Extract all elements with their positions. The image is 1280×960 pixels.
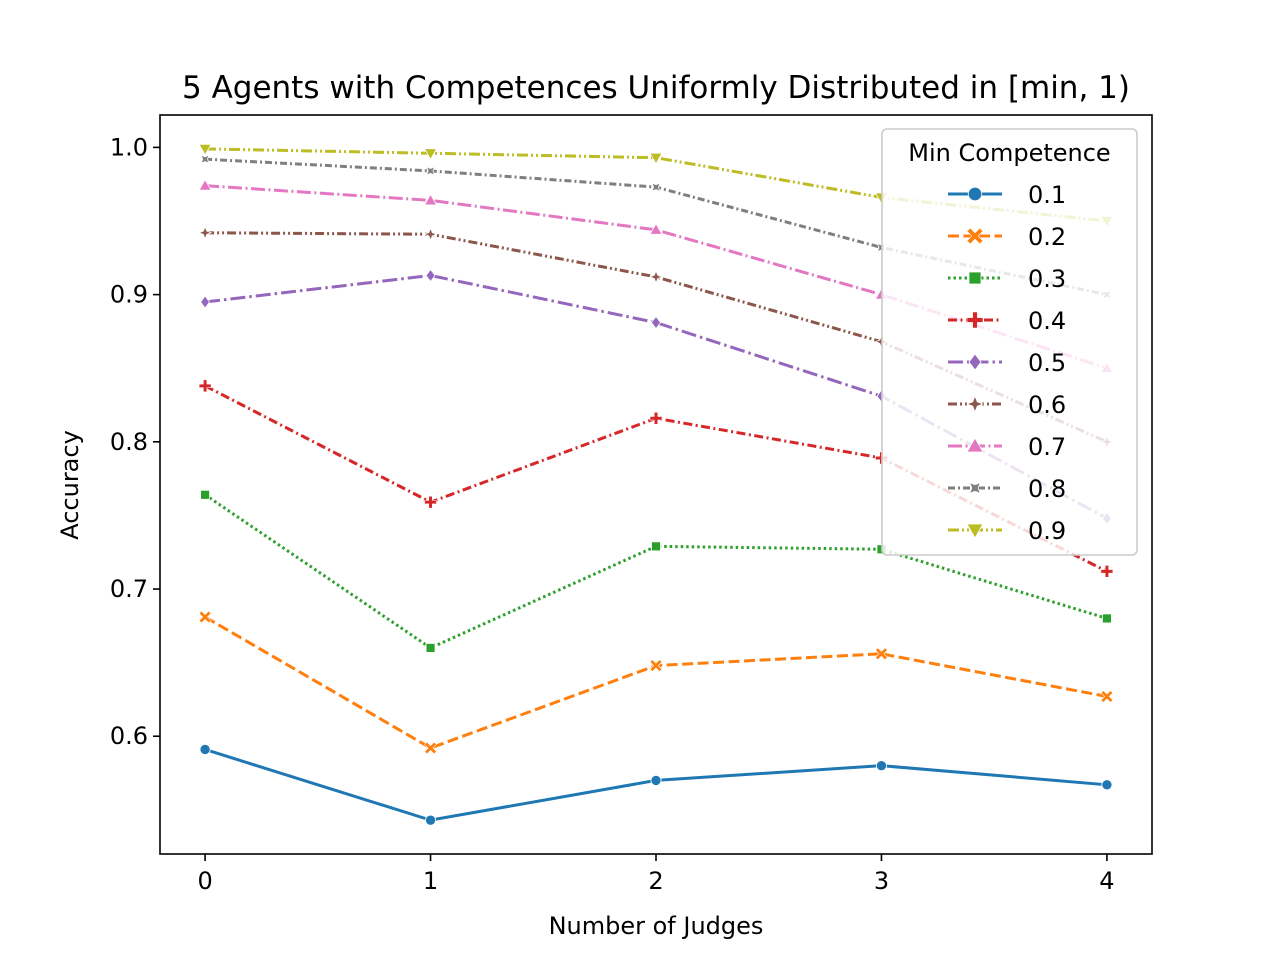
data-point-0.3-2 — [651, 541, 661, 552]
series-0.2 — [198, 610, 1114, 755]
x-tick-label-0: 0 — [197, 867, 212, 895]
data-point-0.6-0 — [197, 225, 213, 240]
data-point-0.5-2 — [651, 315, 661, 330]
y-tick-label-1: 0.7 — [110, 575, 148, 603]
legend-marker-0.9 — [966, 523, 984, 539]
legend-label-0.5: 0.5 — [1028, 349, 1066, 377]
data-point-0.1-1 — [425, 814, 437, 826]
series-line-0.9 — [205, 147, 1108, 223]
data-point-0.5-0 — [200, 295, 211, 309]
data-point-0.4-4 — [1100, 565, 1114, 578]
data-point-0.6-2 — [648, 269, 664, 285]
legend-marker-0.7 — [966, 437, 984, 453]
legend-entry-0.7: 0.7 — [948, 433, 1066, 461]
axes-layer: 0 1 2 3 4 0.6 0.7 0.8 0.9 1.0 — [110, 114, 1153, 895]
data-point-0.1-2 — [650, 774, 662, 786]
legend-entry-0.5: 0.5 — [948, 349, 1066, 377]
legend-box — [881, 128, 1138, 556]
y-tick-label-4: 1.0 — [110, 133, 148, 161]
legend-entry-0.3: 0.3 — [948, 265, 1066, 293]
data-point-0.3-4 — [1102, 613, 1112, 624]
legend-entry-0.6: 0.6 — [948, 391, 1066, 419]
legend-label-0.4: 0.4 — [1028, 307, 1066, 335]
chart-title: 5 Agents with Competences Uniformly Dist… — [182, 70, 1130, 106]
data-point-0.8-0 — [200, 154, 211, 165]
data-point-0.9-1 — [423, 148, 438, 161]
legend-marker-0.5 — [968, 353, 982, 371]
y-axis-label: Accuracy — [56, 430, 84, 540]
data-point-0.1-3 — [875, 760, 887, 772]
series-line-0.3 — [204, 493, 1108, 650]
legend: Min Competence 0.1 0.2 0.3 0.4 0.5 0.6 0.7 0.8 0.… — [881, 128, 1138, 556]
data-point-0.2-3 — [875, 647, 888, 661]
legend-marker-0.1 — [967, 186, 983, 202]
legend-marker-0.2 — [966, 227, 984, 245]
legend-marker-0.6 — [965, 394, 985, 414]
data-point-0.7-0 — [198, 178, 212, 191]
legend-entry-0.9: 0.9 — [948, 517, 1066, 545]
data-point-0.1-0 — [199, 743, 211, 755]
legend-label-0.3: 0.3 — [1028, 265, 1066, 293]
data-point-0.2-0 — [198, 610, 212, 624]
legend-label-0.8: 0.8 — [1028, 475, 1066, 503]
data-point-0.9-0 — [198, 143, 212, 156]
data-point-0.7-2 — [649, 223, 663, 235]
legend-marker-0.3 — [968, 271, 982, 285]
data-point-0.3-1 — [425, 643, 436, 653]
data-point-0.2-2 — [649, 659, 663, 672]
x-tick-label-1: 1 — [423, 867, 438, 895]
legend-entry-0.4: 0.4 — [948, 307, 1066, 335]
legend-label-0.6: 0.6 — [1028, 391, 1066, 419]
data-point-0.8-2 — [650, 182, 662, 193]
x-tick-label-3: 3 — [874, 867, 889, 895]
data-point-0.3-0 — [200, 489, 210, 500]
data-point-0.1-4 — [1101, 779, 1113, 791]
legend-label-0.1: 0.1 — [1028, 181, 1066, 209]
series-0.1 — [199, 743, 1113, 826]
x-tick-label-4: 4 — [1099, 867, 1114, 895]
legend-entry-0.2: 0.2 — [948, 223, 1066, 251]
y-tick-label-0: 0.6 — [110, 722, 148, 750]
x-axis-label: Number of Judges — [549, 912, 764, 940]
data-point-0.2-4 — [1100, 690, 1114, 703]
legend-entry-0.1: 0.1 — [948, 181, 1066, 209]
data-point-0.7-1 — [423, 193, 438, 206]
x-tick-label-2: 2 — [648, 867, 663, 895]
data-point-0.4-0 — [198, 379, 212, 393]
legend-entry-0.8: 0.8 — [948, 475, 1066, 503]
data-point-0.9-2 — [649, 152, 663, 165]
legend-label-0.2: 0.2 — [1028, 223, 1066, 251]
legend-title: Min Competence — [908, 139, 1110, 167]
y-tick-label-3: 0.9 — [110, 281, 148, 309]
data-point-0.8-1 — [425, 165, 436, 177]
data-point-0.4-2 — [649, 411, 663, 425]
data-point-0.6-1 — [423, 227, 438, 242]
y-tick-label-2: 0.8 — [110, 428, 148, 456]
legend-label-0.9: 0.9 — [1028, 517, 1066, 545]
data-point-0.2-1 — [424, 741, 437, 755]
legend-marker-0.4 — [966, 311, 984, 329]
data-point-0.4-1 — [424, 495, 437, 509]
legend-marker-0.8 — [968, 481, 982, 495]
data-point-0.5-1 — [425, 268, 436, 283]
legend-label-0.7: 0.7 — [1028, 433, 1066, 461]
